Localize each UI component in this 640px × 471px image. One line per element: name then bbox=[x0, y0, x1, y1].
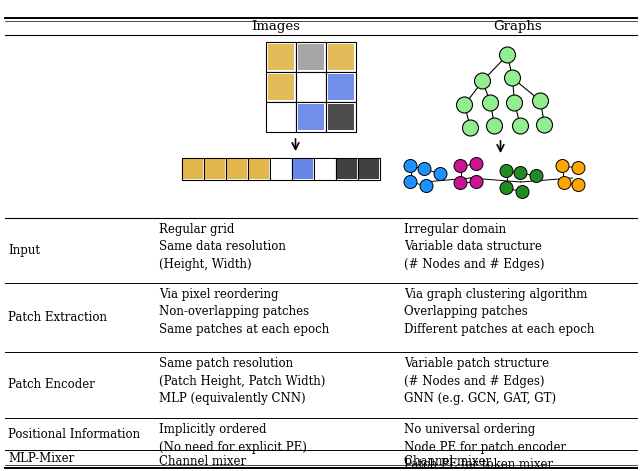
Text: Variable patch structure
(# Nodes and # Edges)
GNN (e.g. GCN, GAT, GT): Variable patch structure (# Nodes and # … bbox=[404, 357, 556, 405]
Bar bbox=[328, 104, 353, 130]
Circle shape bbox=[516, 186, 529, 198]
Text: Patch Encoder: Patch Encoder bbox=[8, 379, 95, 391]
Text: Via graph clustering algorithm
Overlapping patches
Different patches at each epo: Via graph clustering algorithm Overlappi… bbox=[404, 288, 595, 336]
Bar bbox=[326, 42, 355, 72]
Bar bbox=[328, 74, 353, 100]
Bar bbox=[298, 44, 323, 70]
Circle shape bbox=[404, 176, 417, 188]
Bar bbox=[358, 158, 380, 180]
Circle shape bbox=[463, 120, 479, 136]
Bar bbox=[268, 74, 294, 100]
Text: MLP-Mixer: MLP-Mixer bbox=[8, 453, 74, 465]
Circle shape bbox=[532, 93, 548, 109]
Bar bbox=[268, 104, 294, 130]
Circle shape bbox=[454, 177, 467, 189]
Bar bbox=[337, 159, 356, 179]
Circle shape bbox=[506, 95, 522, 111]
Bar bbox=[248, 159, 269, 179]
Bar bbox=[296, 102, 326, 132]
Text: Same patch resolution
(Patch Height, Patch Width)
MLP (equivalently CNN): Same patch resolution (Patch Height, Pat… bbox=[159, 357, 325, 405]
Circle shape bbox=[434, 168, 447, 180]
Text: Implicitly ordered
(No need for explicit PE): Implicitly ordered (No need for explicit… bbox=[159, 423, 307, 454]
Bar bbox=[204, 158, 225, 180]
Circle shape bbox=[470, 157, 483, 171]
Text: Irregular domain
Variable data structure
(# Nodes and # Edges): Irregular domain Variable data structure… bbox=[404, 223, 545, 271]
Bar bbox=[314, 159, 335, 179]
Text: Patch Extraction: Patch Extraction bbox=[8, 311, 107, 324]
Bar bbox=[291, 158, 314, 180]
Circle shape bbox=[536, 117, 552, 133]
Bar bbox=[292, 159, 312, 179]
Circle shape bbox=[500, 164, 513, 178]
Bar bbox=[326, 72, 355, 102]
Circle shape bbox=[500, 181, 513, 195]
Circle shape bbox=[474, 73, 490, 89]
Circle shape bbox=[456, 97, 472, 113]
Circle shape bbox=[420, 179, 433, 193]
Circle shape bbox=[454, 160, 467, 172]
Circle shape bbox=[404, 160, 417, 172]
Circle shape bbox=[572, 162, 585, 174]
Bar bbox=[314, 158, 335, 180]
Bar bbox=[335, 158, 358, 180]
Circle shape bbox=[556, 160, 569, 172]
Bar bbox=[248, 158, 269, 180]
Text: Via pixel reordering
Non-overlapping patches
Same patches at each epoch: Via pixel reordering Non-overlapping pat… bbox=[159, 288, 329, 336]
Bar bbox=[205, 159, 225, 179]
Bar bbox=[326, 102, 355, 132]
Bar bbox=[271, 159, 291, 179]
Bar bbox=[227, 159, 246, 179]
Bar bbox=[182, 158, 204, 180]
Text: Input: Input bbox=[8, 244, 40, 257]
Bar bbox=[328, 44, 353, 70]
Text: Positional Information: Positional Information bbox=[8, 428, 140, 440]
Circle shape bbox=[499, 47, 515, 63]
Circle shape bbox=[530, 170, 543, 182]
Text: Regular grid
Same data resolution
(Height, Width): Regular grid Same data resolution (Heigh… bbox=[159, 223, 286, 271]
Bar bbox=[269, 158, 291, 180]
Circle shape bbox=[504, 70, 520, 86]
Bar bbox=[298, 104, 323, 130]
Circle shape bbox=[513, 118, 529, 134]
Circle shape bbox=[470, 176, 483, 188]
Bar bbox=[182, 159, 202, 179]
Text: Graphs: Graphs bbox=[493, 20, 542, 33]
Bar bbox=[358, 159, 378, 179]
Bar bbox=[266, 72, 296, 102]
Text: Images: Images bbox=[251, 20, 300, 33]
Circle shape bbox=[486, 118, 502, 134]
Bar bbox=[296, 42, 326, 72]
Text: Channel mixer
Token mixer with patch PE: Channel mixer Token mixer with patch PE bbox=[404, 455, 564, 471]
Bar bbox=[266, 102, 296, 132]
Bar bbox=[268, 44, 294, 70]
Circle shape bbox=[558, 177, 571, 189]
Circle shape bbox=[483, 95, 499, 111]
Circle shape bbox=[514, 167, 527, 179]
Bar bbox=[225, 158, 248, 180]
Text: Channel mixer
Token mixer: Channel mixer Token mixer bbox=[159, 455, 246, 471]
Circle shape bbox=[572, 179, 585, 192]
Text: No universal ordering
Node PE for patch encoder
Patch PE for token mixer: No universal ordering Node PE for patch … bbox=[404, 423, 566, 471]
Bar bbox=[298, 74, 323, 100]
Circle shape bbox=[418, 162, 431, 176]
Bar bbox=[296, 72, 326, 102]
Bar bbox=[266, 42, 296, 72]
